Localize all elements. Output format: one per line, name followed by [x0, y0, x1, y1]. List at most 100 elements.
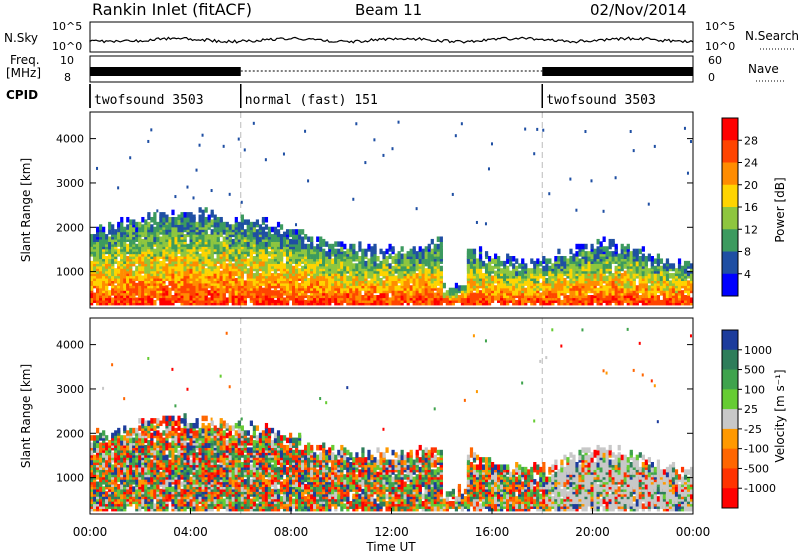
echo-cell [129, 457, 133, 463]
echo-cell [162, 273, 166, 279]
freq-label: Freq. [10, 53, 40, 67]
echo-cell [421, 295, 425, 301]
echo-cell [554, 255, 558, 262]
echo-cell [331, 258, 335, 264]
echo-cell [599, 275, 603, 282]
echo-cell [198, 143, 201, 147]
echo-cell [228, 192, 231, 196]
echo-cell [424, 258, 428, 264]
echo-cell [563, 277, 567, 284]
echo-cell [102, 461, 106, 468]
echo-cell [117, 260, 121, 267]
echo-cell [506, 258, 510, 264]
echo-cell [512, 263, 516, 269]
echo-cell [243, 229, 247, 235]
echo-cell [252, 121, 255, 125]
echo-cell [602, 246, 606, 252]
echo-cell [144, 268, 148, 274]
echo-cell [343, 297, 347, 303]
echo-cell [638, 277, 642, 284]
echo-cell [454, 292, 459, 299]
echo-cell [370, 277, 374, 284]
echo-cell [129, 297, 133, 303]
echo-cell [96, 435, 100, 441]
echo-cell [123, 440, 127, 446]
echo-cell [249, 248, 253, 255]
echo-cell [325, 287, 329, 294]
echo-cell [626, 268, 630, 274]
echo-cell [370, 246, 374, 252]
echo-cell [334, 248, 338, 255]
echo-cell [460, 122, 463, 126]
echo-cell [102, 231, 106, 238]
echo-cell [270, 234, 275, 240]
echo-cell [319, 246, 323, 252]
echo-cell [596, 253, 600, 260]
echo-cell [584, 255, 588, 262]
echo-cell [138, 418, 142, 424]
echo-cell [599, 290, 603, 296]
echo-cell [159, 212, 163, 218]
echo-cell [403, 253, 407, 260]
nsky-tick-bottom: 10^0 [52, 40, 82, 53]
echo-cell [156, 255, 160, 262]
echo-cell [264, 268, 269, 274]
colorbar-swatch [722, 251, 738, 275]
echo-cell [587, 251, 591, 257]
echo-cell [307, 277, 311, 284]
echo-cell [578, 243, 582, 250]
echo-cell [689, 263, 694, 269]
echo-cell [231, 255, 235, 262]
echo-cell [427, 285, 431, 291]
echo-cell [249, 253, 253, 260]
echo-cell [548, 192, 551, 196]
echo-cell [322, 238, 326, 245]
echo-cell [177, 425, 181, 431]
echo-cell [144, 255, 148, 262]
echo-cell [367, 295, 371, 301]
echo-cell [475, 295, 480, 301]
cpid-segment-label: normal (fast) 151 [245, 93, 378, 108]
echo-cell [545, 290, 549, 296]
echo-cell [123, 277, 127, 284]
echo-cell [174, 238, 178, 245]
echo-cell [114, 457, 118, 463]
echo-cell [340, 253, 344, 260]
echo-cell [626, 251, 630, 257]
echo-cell [147, 476, 151, 483]
echo-cell [189, 216, 193, 223]
echo-cell [159, 251, 163, 257]
echo-cell [141, 418, 145, 424]
echo-cell [138, 459, 142, 466]
echo-cell [261, 260, 266, 267]
echo-cell [346, 265, 350, 272]
nsky-label: N.Sky [4, 31, 38, 45]
echo-cell [159, 273, 163, 279]
echo-cell [337, 248, 341, 255]
echo-cell [656, 299, 661, 306]
echo-cell [358, 290, 362, 296]
echo-cell [436, 243, 440, 250]
echo-cell [273, 226, 278, 233]
echo-cell [518, 263, 522, 269]
echo-cell [171, 447, 175, 453]
echo-cell [153, 425, 157, 431]
echo-cell [364, 273, 368, 279]
echo-cell [608, 287, 612, 294]
echo-cell [292, 238, 296, 245]
echo-cell [340, 299, 344, 306]
echo-cell [388, 297, 392, 303]
echo-cell [307, 295, 311, 301]
echo-cell [376, 263, 380, 269]
echo-cell [472, 253, 477, 260]
echo-cell [319, 275, 323, 282]
echo-cell [117, 498, 121, 505]
echo-cell [587, 280, 591, 286]
echo-cell [487, 255, 492, 262]
echo-cell [295, 238, 299, 245]
echo-cell [255, 263, 260, 269]
echo-cell [162, 260, 166, 267]
echo-cell [506, 265, 510, 272]
echo-cell [138, 432, 142, 439]
